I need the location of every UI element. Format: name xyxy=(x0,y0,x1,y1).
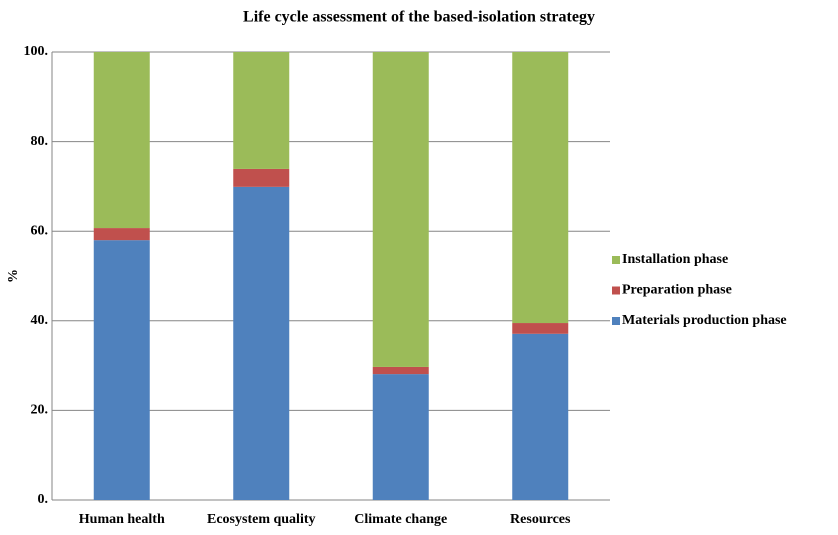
y-axis-label: % xyxy=(6,269,21,283)
y-tick-label: 80. xyxy=(31,134,49,149)
y-tick-label: 0. xyxy=(38,492,49,507)
legend-swatch xyxy=(612,317,620,325)
y-tick-label: 100. xyxy=(24,44,49,59)
legend-label: Preparation phase xyxy=(622,283,732,298)
legend-label: Materials production phase xyxy=(622,313,787,328)
legend-swatch xyxy=(612,286,620,295)
bar-segment xyxy=(233,168,290,187)
legend-swatch xyxy=(612,256,620,264)
x-tick-label: Resources xyxy=(510,512,571,527)
bar-segment xyxy=(93,228,150,241)
bar-segment xyxy=(372,366,429,375)
bar-segment xyxy=(372,374,429,500)
bar-segment xyxy=(233,52,290,169)
x-tick-label: Human health xyxy=(79,512,165,527)
bar-segment xyxy=(512,52,569,324)
legend-label: Installation phase xyxy=(622,252,728,267)
y-tick-label: 60. xyxy=(31,223,49,238)
bar-segment xyxy=(372,52,429,367)
x-tick-label: Climate change xyxy=(354,512,447,527)
bar-segment xyxy=(93,240,150,500)
bar-segment xyxy=(233,186,290,500)
bar-segment xyxy=(93,52,150,229)
bar-segment xyxy=(512,333,569,500)
y-tick-label: 40. xyxy=(31,313,49,328)
bar-segment xyxy=(512,323,569,334)
x-tick-label: Ecosystem quality xyxy=(207,512,316,527)
chart-title: Life cycle assessment of the based-isola… xyxy=(243,9,595,26)
y-tick-label: 20. xyxy=(31,403,49,418)
